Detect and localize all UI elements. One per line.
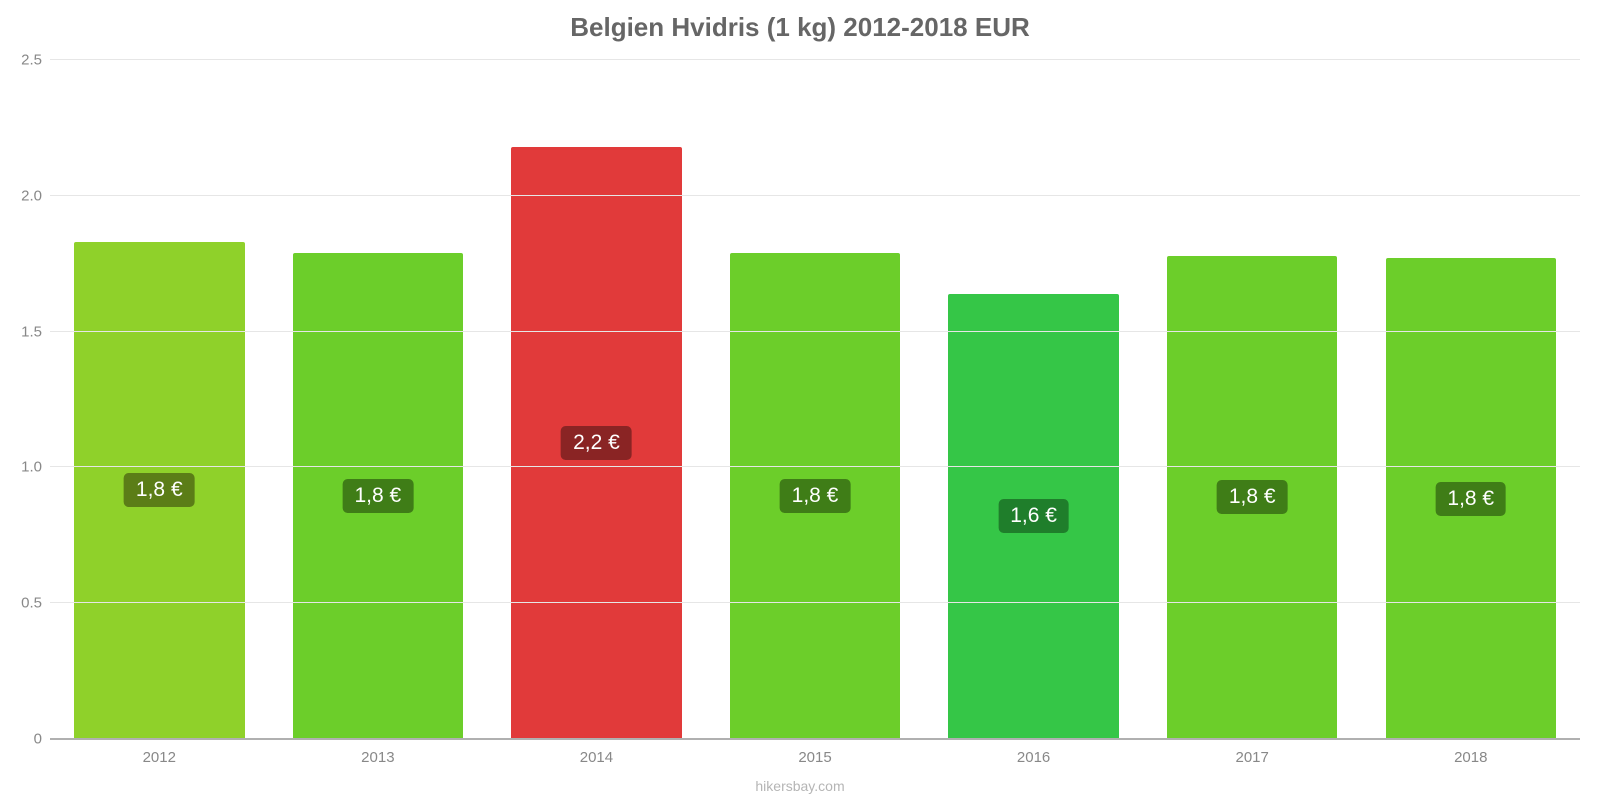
bar-slot: 1,8 €2018 xyxy=(1361,60,1580,739)
bar: 1,8 € xyxy=(1167,256,1337,739)
x-axis-label: 2017 xyxy=(1235,739,1268,766)
x-axis-label: 2018 xyxy=(1454,739,1487,766)
gridline: 1.0 xyxy=(50,466,1580,467)
bar: 1,8 € xyxy=(730,253,900,739)
price-bar-chart: Belgien Hvidris (1 kg) 2012-2018 EUR 1,8… xyxy=(0,0,1600,800)
bar-slot: 1,6 €2016 xyxy=(924,60,1143,739)
x-axis-label: 2012 xyxy=(143,739,176,766)
gridline: 1.5 xyxy=(50,331,1580,332)
y-axis-label: 2.0 xyxy=(21,187,50,204)
bar-value-label: 1,8 € xyxy=(780,479,851,513)
bar-slot: 1,8 €2013 xyxy=(269,60,488,739)
bar: 1,6 € xyxy=(948,294,1118,739)
y-axis-label: 0 xyxy=(34,731,50,748)
y-axis-label: 1.0 xyxy=(21,459,50,476)
x-axis-label: 2013 xyxy=(361,739,394,766)
bar: 2,2 € xyxy=(511,147,681,739)
bar-value-label: 1,8 € xyxy=(343,479,414,513)
chart-title: Belgien Hvidris (1 kg) 2012-2018 EUR xyxy=(0,12,1600,43)
bar-value-label: 1,6 € xyxy=(998,499,1069,533)
x-axis-label: 2016 xyxy=(1017,739,1050,766)
plot-area: 1,8 €20121,8 €20132,2 €20141,8 €20151,6 … xyxy=(50,60,1580,740)
bar-value-label: 1,8 € xyxy=(1435,482,1506,516)
bar: 1,8 € xyxy=(74,242,244,739)
bar-slot: 2,2 €2014 xyxy=(487,60,706,739)
gridline: 2.0 xyxy=(50,195,1580,196)
gridline: 0 xyxy=(50,738,1580,739)
y-axis-label: 2.5 xyxy=(21,52,50,69)
bar-value-label: 2,2 € xyxy=(561,426,632,460)
bars-container: 1,8 €20121,8 €20132,2 €20141,8 €20151,6 … xyxy=(50,60,1580,739)
bar: 1,8 € xyxy=(293,253,463,739)
bar-value-label: 1,8 € xyxy=(1217,480,1288,514)
bar-slot: 1,8 €2015 xyxy=(706,60,925,739)
y-axis-label: 0.5 xyxy=(21,595,50,612)
gridline: 2.5 xyxy=(50,59,1580,60)
gridline: 0.5 xyxy=(50,602,1580,603)
x-axis-label: 2015 xyxy=(798,739,831,766)
y-axis-label: 1.5 xyxy=(21,323,50,340)
bar-slot: 1,8 €2012 xyxy=(50,60,269,739)
bar-slot: 1,8 €2017 xyxy=(1143,60,1362,739)
chart-credit: hikersbay.com xyxy=(0,778,1600,794)
bar-value-label: 1,8 € xyxy=(124,473,195,507)
x-axis-label: 2014 xyxy=(580,739,613,766)
